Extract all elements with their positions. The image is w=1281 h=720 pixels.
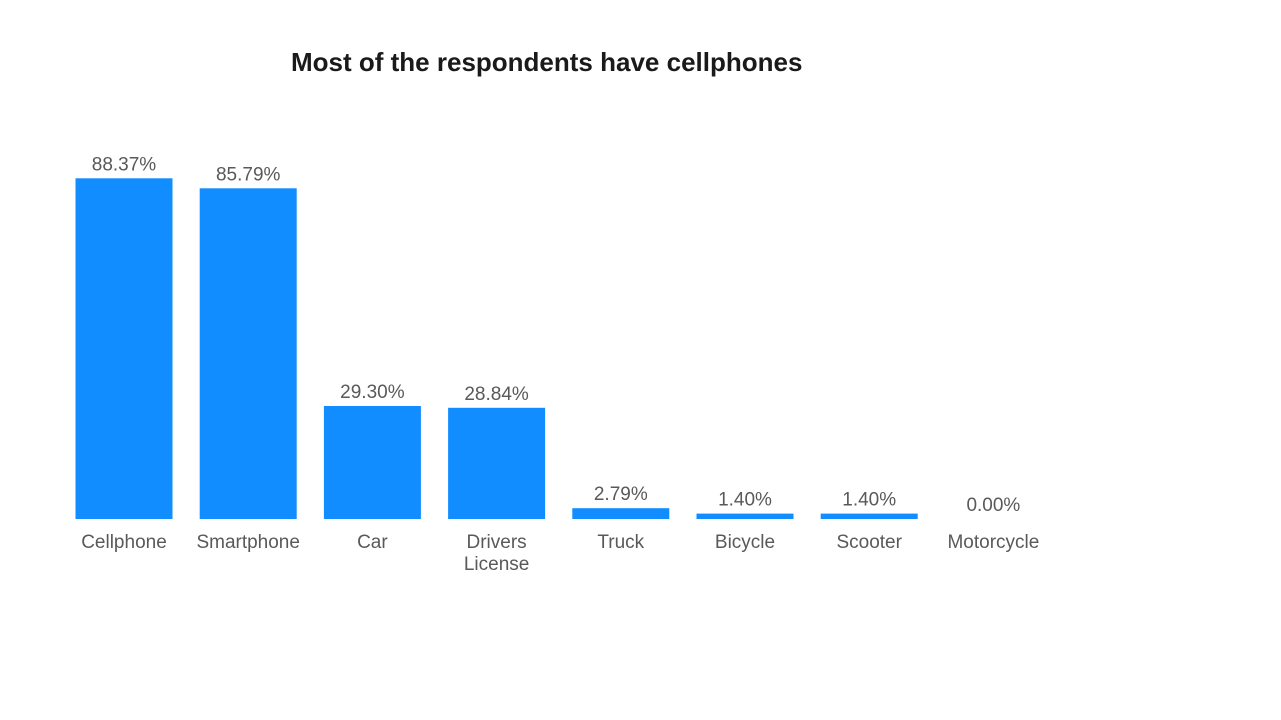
category-label: Scooter <box>836 532 902 553</box>
value-label: 85.79% <box>216 164 281 185</box>
bar-truck <box>572 508 670 519</box>
value-label: 1.40% <box>842 490 896 511</box>
value-label: 29.30% <box>340 382 405 403</box>
bar-car <box>323 406 421 519</box>
category-label: Car <box>357 532 388 553</box>
value-label: 2.79% <box>594 484 648 505</box>
bar-smartphone <box>199 188 297 520</box>
category-label: Drivers License <box>464 532 530 575</box>
value-label: 28.84% <box>464 384 529 405</box>
value-label: 1.40% <box>718 490 772 511</box>
category-label: Smartphone <box>196 532 300 553</box>
category-label: Cellphone <box>81 532 167 553</box>
category-label: Truck <box>597 532 644 553</box>
chart-title: Most of the respondents have cellphones <box>291 47 803 77</box>
bar-bicycle <box>696 513 794 519</box>
value-label: 88.37% <box>92 154 157 175</box>
bar-cellphone <box>75 178 173 520</box>
bar-scooter <box>820 513 918 519</box>
value-label: 0.00% <box>966 495 1020 516</box>
category-label: Motorcycle <box>947 532 1039 553</box>
category-label: Bicycle <box>715 532 775 553</box>
bar-drivers-license <box>448 407 546 519</box>
